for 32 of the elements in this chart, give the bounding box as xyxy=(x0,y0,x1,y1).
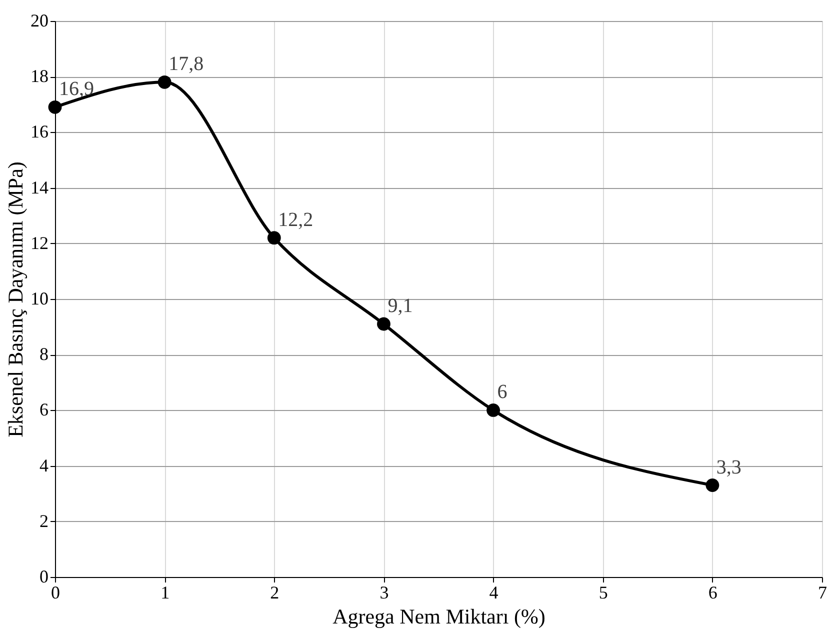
x-tick-label: 2 xyxy=(270,582,280,602)
data-label: 3,3 xyxy=(716,456,742,478)
data-label: 17,8 xyxy=(168,53,204,76)
point xyxy=(486,404,500,417)
y-tick-label: 2 xyxy=(40,510,48,531)
y-tick-label: 20 xyxy=(30,10,48,30)
data-label: 9,1 xyxy=(388,295,413,318)
y-tick-label: 8 xyxy=(40,344,48,364)
data-label: 6 xyxy=(497,381,508,404)
y-tick-label: 4 xyxy=(40,455,48,476)
x-tick-label: 1 xyxy=(160,582,170,602)
y-tick-label: 12 xyxy=(30,232,48,253)
x-tick-label: 5 xyxy=(598,582,608,602)
x-tick-label: 7 xyxy=(818,582,827,602)
point xyxy=(158,75,172,89)
y-tick-label: 18 xyxy=(30,66,48,86)
x-tick-label: 4 xyxy=(489,582,498,602)
point xyxy=(377,317,390,331)
point xyxy=(48,100,62,114)
x-axis-title: Agrega Nem Miktarı (%) xyxy=(332,604,546,628)
x-tick-label: 6 xyxy=(708,582,718,602)
x-tick-label: 3 xyxy=(380,582,389,602)
y-tick-label: 16 xyxy=(30,122,48,142)
y-tick-label: 0 xyxy=(40,566,48,586)
y-tick-label: 6 xyxy=(40,400,48,420)
data-label: 12,2 xyxy=(278,208,314,231)
y-tick-label: 10 xyxy=(30,288,48,308)
point xyxy=(267,231,281,245)
y-axis-title: Eksenel Basınç Dayanımı (MPa) xyxy=(4,162,28,438)
data-label: 16,9 xyxy=(59,78,94,100)
y-tick-label: 14 xyxy=(30,177,48,198)
point xyxy=(706,478,720,492)
